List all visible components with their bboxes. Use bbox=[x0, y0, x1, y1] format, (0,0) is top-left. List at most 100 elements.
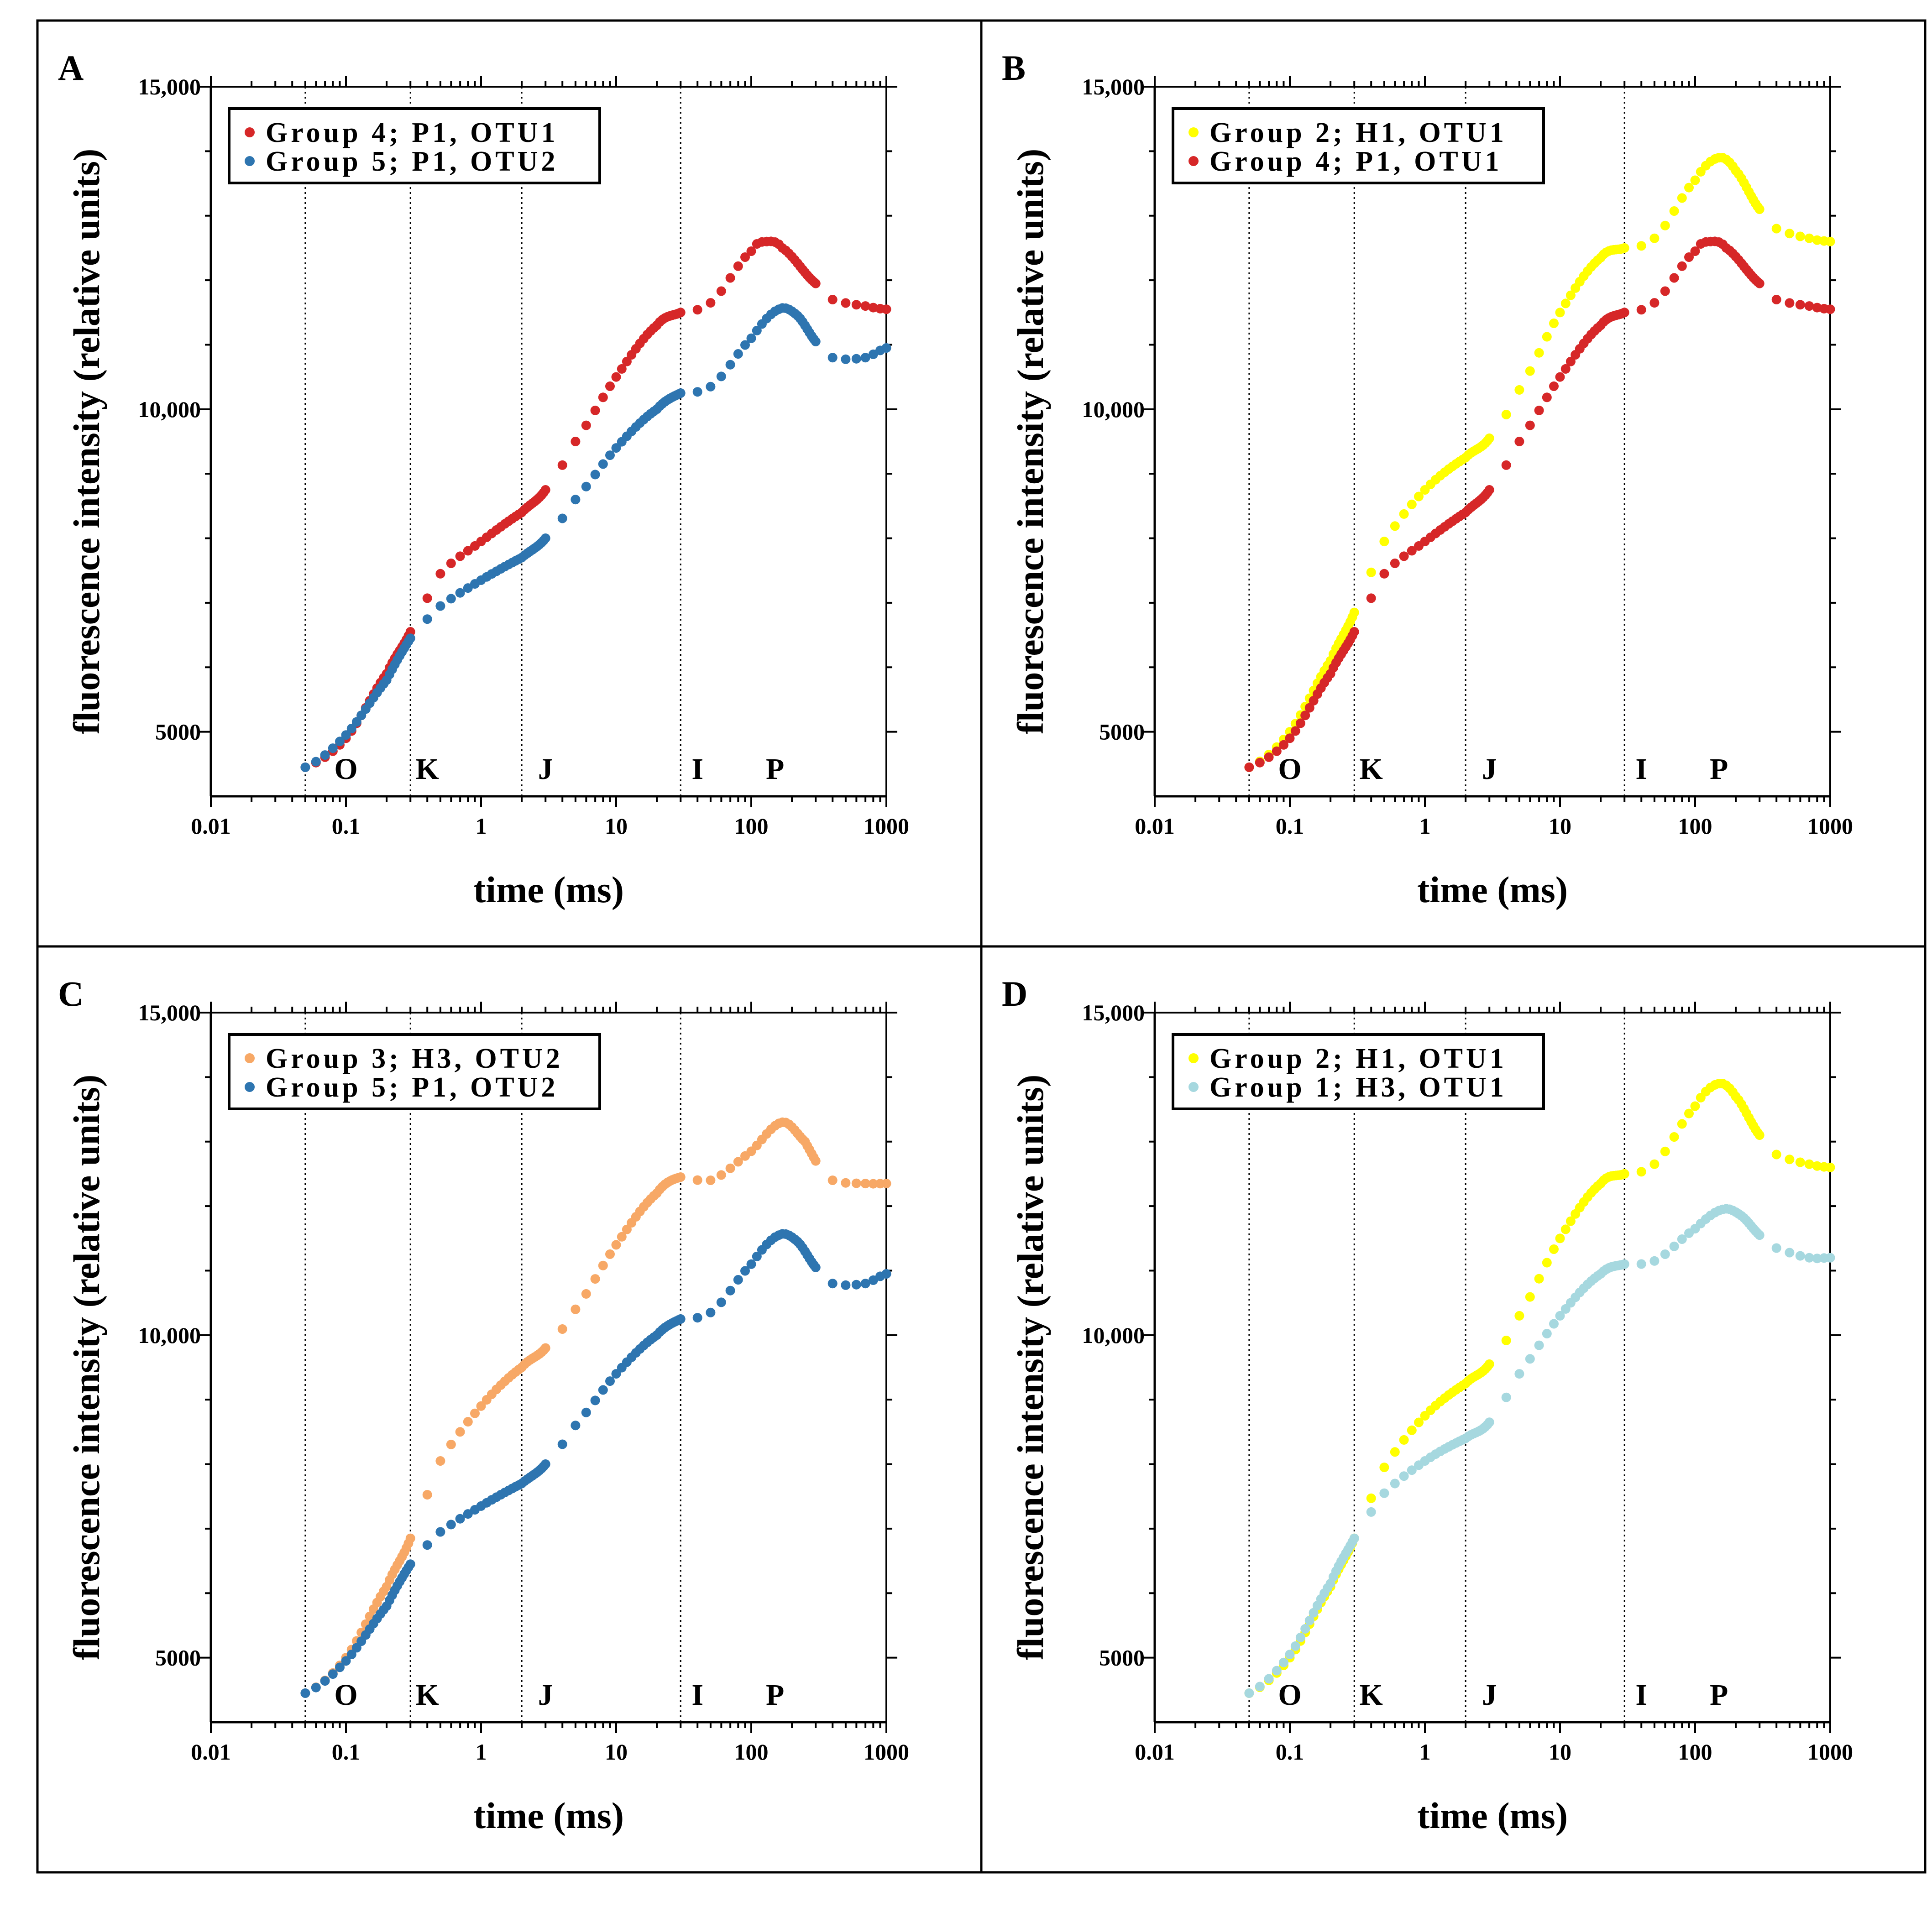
legend-box bbox=[228, 107, 601, 184]
data-point bbox=[725, 1163, 735, 1173]
data-point bbox=[1390, 559, 1400, 568]
data-point bbox=[1684, 252, 1694, 262]
data-point bbox=[571, 437, 581, 446]
data-point bbox=[1812, 1254, 1822, 1264]
data-point bbox=[422, 593, 432, 603]
data-point bbox=[446, 559, 456, 568]
data-point bbox=[811, 1262, 821, 1272]
phase-label-i: I bbox=[691, 1678, 703, 1712]
x-tick-label: 0.1 bbox=[332, 1739, 361, 1765]
data-point bbox=[1525, 366, 1535, 376]
legend-marker bbox=[1189, 1082, 1199, 1092]
data-point bbox=[1542, 392, 1552, 402]
data-point bbox=[881, 1269, 891, 1279]
data-point bbox=[1279, 1657, 1288, 1667]
data-point bbox=[455, 1514, 465, 1524]
phase-label-i: I bbox=[1635, 1678, 1647, 1712]
data-point bbox=[446, 594, 456, 604]
x-tick-label: 0.01 bbox=[191, 1739, 231, 1765]
legend-box bbox=[228, 1033, 601, 1110]
data-point bbox=[1525, 1354, 1535, 1364]
series-2 bbox=[1244, 1204, 1835, 1698]
legend-marker bbox=[1189, 156, 1199, 166]
data-point bbox=[1649, 1256, 1660, 1266]
legend-entry: Group 5; P1, OTU2 bbox=[266, 1072, 558, 1103]
y-tick-label: 5000 bbox=[1099, 1645, 1145, 1671]
data-point bbox=[1619, 308, 1629, 318]
phase-label-k: K bbox=[1360, 752, 1383, 786]
phase-label-k: K bbox=[1360, 1678, 1383, 1712]
data-point bbox=[1534, 1274, 1544, 1284]
data-point bbox=[1390, 1479, 1400, 1489]
data-point bbox=[1565, 290, 1576, 300]
data-point bbox=[1660, 286, 1670, 296]
data-point bbox=[1514, 1369, 1524, 1379]
data-point bbox=[1300, 711, 1310, 721]
data-point bbox=[605, 450, 615, 460]
x-tick-label: 0.1 bbox=[1276, 813, 1304, 839]
data-point bbox=[827, 1176, 838, 1185]
data-point bbox=[1255, 758, 1265, 768]
data-point bbox=[1501, 1336, 1511, 1345]
y-tick-label: 10,000 bbox=[138, 1322, 201, 1348]
y-axis-title: fluorescence intensity (relative units) bbox=[1010, 1075, 1051, 1661]
series-2 bbox=[300, 303, 891, 772]
data-point bbox=[1555, 1311, 1565, 1321]
data-point bbox=[1636, 1167, 1646, 1177]
data-point bbox=[300, 1688, 310, 1698]
data-point bbox=[811, 1156, 821, 1166]
data-point bbox=[571, 495, 581, 505]
data-point bbox=[675, 1172, 686, 1182]
data-point bbox=[1244, 762, 1254, 772]
y-tick-label: 10,000 bbox=[138, 397, 201, 422]
phase-label-p: P bbox=[1710, 1678, 1728, 1712]
x-tick-label: 10 bbox=[1549, 1739, 1571, 1765]
data-point bbox=[746, 333, 756, 343]
data-point bbox=[405, 1533, 415, 1543]
data-point bbox=[1636, 1259, 1646, 1269]
data-point bbox=[706, 1307, 716, 1317]
legend-marker bbox=[245, 127, 255, 137]
data-point bbox=[405, 1559, 415, 1569]
data-point bbox=[540, 533, 550, 543]
legend-marker bbox=[1189, 127, 1199, 137]
data-point bbox=[740, 252, 750, 262]
data-point bbox=[725, 273, 735, 283]
data-point bbox=[1669, 206, 1679, 216]
panel-d: D 0.01 0.1 1 10 100 1000 5000 10,000 15,000 time (… bbox=[1002, 974, 1853, 1836]
data-point bbox=[1285, 1650, 1295, 1660]
legend-marker bbox=[245, 156, 255, 166]
data-point bbox=[1264, 752, 1274, 762]
phase-label-j: J bbox=[538, 1678, 553, 1712]
data-point bbox=[1525, 420, 1535, 430]
data-point bbox=[740, 1266, 750, 1276]
phase-label-j: J bbox=[1482, 752, 1497, 786]
data-point bbox=[811, 336, 821, 346]
data-point bbox=[1304, 1615, 1314, 1625]
data-point bbox=[1255, 1682, 1265, 1692]
data-point bbox=[435, 1456, 445, 1466]
data-point bbox=[1399, 1471, 1409, 1481]
data-point bbox=[1795, 1157, 1805, 1167]
data-point bbox=[692, 1313, 702, 1323]
data-point bbox=[476, 1401, 486, 1411]
phase-label-p: P bbox=[766, 1678, 784, 1712]
data-point bbox=[675, 388, 686, 398]
data-point bbox=[598, 1260, 608, 1270]
data-point bbox=[675, 308, 686, 318]
data-point bbox=[725, 360, 735, 370]
data-point bbox=[463, 1509, 473, 1519]
data-point bbox=[1407, 1425, 1417, 1435]
data-point bbox=[1244, 1688, 1254, 1698]
data-point bbox=[1549, 1244, 1559, 1254]
y-axis-title: fluorescence intensity (relative units) bbox=[66, 149, 107, 735]
data-point bbox=[675, 1314, 686, 1324]
legend-entry: Group 4; P1, OTU1 bbox=[1209, 146, 1502, 177]
data-point bbox=[746, 1259, 756, 1269]
y-tick-label: 10,000 bbox=[1082, 1322, 1145, 1348]
data-point bbox=[1690, 1101, 1700, 1111]
data-point bbox=[1514, 385, 1524, 395]
phase-label-k: K bbox=[416, 1678, 439, 1712]
data-point bbox=[540, 485, 550, 495]
x-tick-label: 1 bbox=[1419, 813, 1431, 839]
